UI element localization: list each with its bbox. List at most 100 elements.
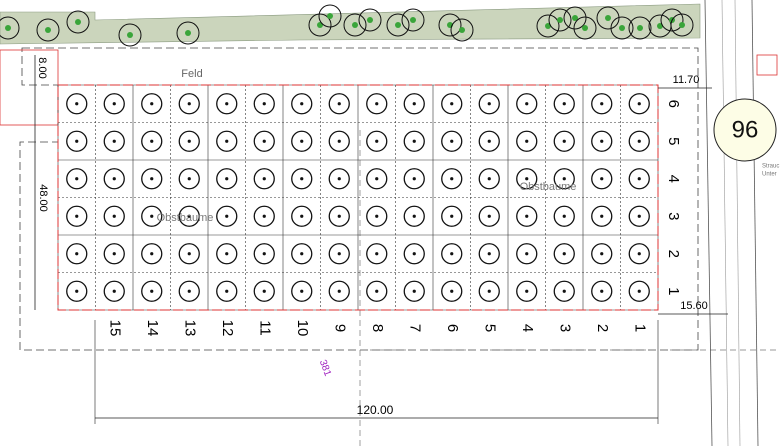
tree-crown (536, 14, 560, 38)
tree-position (178, 205, 200, 227)
tree-dot (150, 214, 154, 218)
tree-position (328, 205, 350, 227)
tree-position (441, 280, 463, 302)
tree-dot (525, 214, 529, 218)
tree-center (127, 32, 133, 38)
building (756, 54, 778, 76)
tree-dot (112, 102, 116, 106)
tree-dot (75, 177, 79, 181)
tree-dot (75, 289, 79, 293)
tree-dot (637, 102, 641, 106)
tree-crown (343, 13, 367, 37)
tree-dot (637, 177, 641, 181)
tree-position (216, 168, 238, 190)
tree-center (557, 17, 563, 23)
tree-position (141, 168, 163, 190)
tree-dot (375, 289, 379, 293)
tree-dot (225, 289, 229, 293)
tree-position (178, 168, 200, 190)
tree-position (478, 243, 500, 265)
tree-dot (562, 252, 566, 256)
tree-position (216, 243, 238, 265)
tree-dot (337, 177, 341, 181)
tree-dot (300, 139, 304, 143)
tree-position (66, 130, 88, 152)
tree-crown (573, 16, 597, 40)
tree-position (516, 93, 538, 115)
tree-center (185, 30, 191, 36)
road-edge (734, 0, 741, 446)
tree-position (178, 93, 200, 115)
tree-dot (375, 177, 379, 181)
tree-position (66, 93, 88, 115)
tree-crown (438, 13, 462, 37)
tree-dot (225, 177, 229, 181)
tree-crown (660, 8, 684, 32)
tree-center (582, 25, 588, 31)
tree-crown (36, 18, 60, 42)
tree-position (441, 168, 463, 190)
tree-position (591, 130, 613, 152)
tree-dot (450, 102, 454, 106)
tree-dot (75, 252, 79, 256)
tree-position (366, 280, 388, 302)
tree-position (328, 243, 350, 265)
tree-position (516, 168, 538, 190)
tree-position (141, 93, 163, 115)
column-number: 13 (181, 320, 198, 337)
tree-position (366, 130, 388, 152)
tree-position (328, 168, 350, 190)
tree-dot (412, 252, 416, 256)
tree-position (216, 93, 238, 115)
legend-text: Strauc (762, 164, 779, 170)
tree-dot (112, 252, 116, 256)
tree-dot (600, 252, 604, 256)
tree-crown (66, 10, 90, 34)
tree-dot (262, 252, 266, 256)
tree-crown (0, 16, 20, 40)
tree-crown (118, 23, 142, 47)
tree-dot (375, 102, 379, 106)
tree-position (628, 93, 650, 115)
tree-dot (562, 289, 566, 293)
row-number: 6 (665, 100, 682, 108)
tree-dot (150, 252, 154, 256)
tree-dot (487, 139, 491, 143)
tree-position (553, 130, 575, 152)
tree-position (591, 243, 613, 265)
tree-dot (412, 214, 416, 218)
tree-position (178, 280, 200, 302)
column-number: 8 (369, 324, 386, 332)
tree-center (45, 27, 51, 33)
dimension-label: 11.70 (673, 74, 700, 86)
row-number: 3 (665, 212, 682, 220)
tree-dot (337, 252, 341, 256)
tree-position (291, 168, 313, 190)
orchard-grid (57, 84, 659, 311)
tree-position (366, 168, 388, 190)
tree-position (403, 93, 425, 115)
tree-dot (262, 177, 266, 181)
tree-dot (187, 289, 191, 293)
tree-position (553, 168, 575, 190)
tree-position (403, 130, 425, 152)
tree-position (553, 243, 575, 265)
column-number: 15 (106, 320, 123, 337)
row-number: 4 (665, 175, 682, 183)
tree-position (178, 243, 200, 265)
tree-center (679, 22, 685, 28)
tree-dot (75, 139, 79, 143)
tree-center (352, 22, 358, 28)
tree-position (291, 205, 313, 227)
tree-position (516, 243, 538, 265)
column-number: 1 (631, 324, 648, 332)
tree-dot (75, 102, 79, 106)
tree-dot (525, 177, 529, 181)
tree-center (327, 13, 333, 19)
tree-position (66, 243, 88, 265)
neighbor-plot (0, 49, 59, 126)
column-number: 7 (406, 324, 423, 332)
tree-center (637, 25, 643, 31)
tree-dot (150, 102, 154, 106)
road-edge (751, 0, 759, 446)
